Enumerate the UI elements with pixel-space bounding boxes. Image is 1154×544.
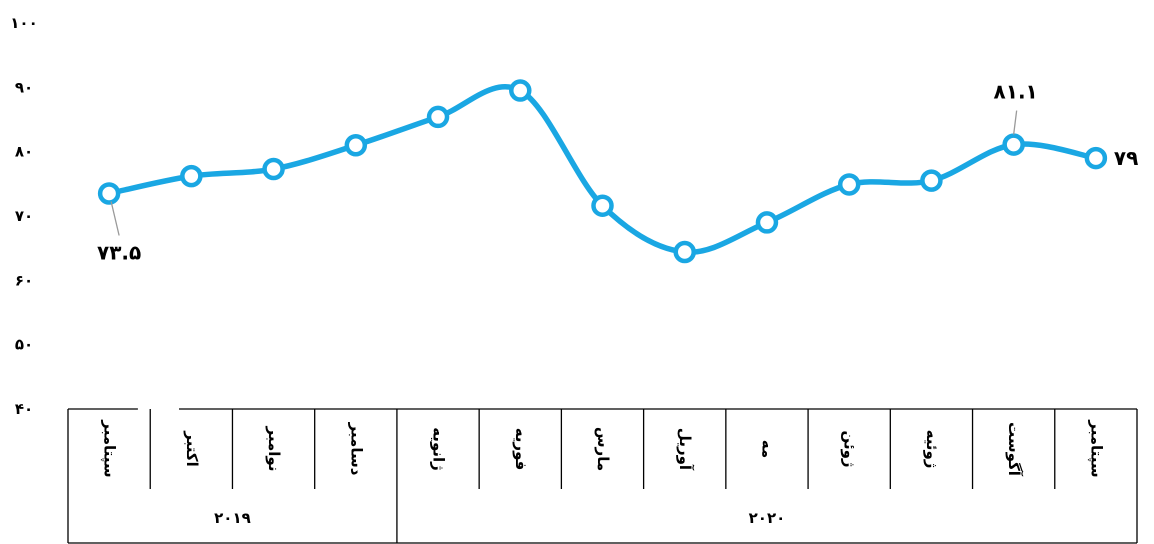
data-point — [673, 240, 696, 264]
data-point — [97, 182, 121, 205]
y-tick-label: ۶۰ — [15, 271, 33, 289]
data-point — [1002, 133, 1025, 156]
data-labels: ۷۳.۵ ۸۱.۱ ۷۹ — [97, 80, 1138, 265]
month-label: نوامبر — [265, 426, 283, 472]
data-label: ۷۹ — [1114, 146, 1138, 170]
year-label: ۲۰۲۰ — [749, 509, 786, 527]
y-tick-label: ۹۰ — [15, 78, 33, 96]
series-line — [106, 83, 1099, 255]
month-label: آگوست — [1005, 422, 1023, 477]
month-label: مارس — [594, 427, 612, 471]
month-label: اکتبر — [183, 430, 201, 466]
data-point — [180, 164, 203, 188]
x-axis-category-table — [67, 408, 1138, 544]
month-label: آوریل — [676, 428, 694, 471]
data-point — [509, 79, 532, 102]
month-label: ژانویه — [430, 427, 448, 471]
month-label: ژوئن — [841, 430, 859, 467]
x-axis-year-labels: ۲۰۱۹ ۲۰۲۰ — [214, 509, 785, 527]
data-point — [344, 133, 368, 157]
data-point — [837, 173, 861, 196]
data-label-leader — [110, 201, 120, 236]
data-point — [262, 157, 285, 181]
x-axis-month-labels: سپتامبر اکتبر نوامبر دسامبر ژانویه فوریه مارس آ… — [100, 419, 1106, 477]
data-point — [426, 105, 450, 129]
data-label-leader — [1013, 110, 1018, 135]
month-label: مه — [758, 440, 776, 458]
data-label: ۸۱.۱ — [994, 80, 1038, 104]
year-label: ۲۰۱۹ — [214, 509, 251, 527]
month-label: سپتامبر — [1086, 419, 1105, 477]
month-label: دسامبر — [347, 422, 365, 476]
month-label: سپتامبر — [100, 419, 119, 477]
month-label: ژوئیه — [923, 430, 941, 469]
data-point — [755, 211, 779, 234]
data-point — [920, 169, 943, 192]
y-tick-label: ۱۰۰ — [10, 14, 37, 32]
series-group — [97, 79, 1108, 264]
data-point — [591, 194, 614, 217]
data-point — [1084, 146, 1108, 170]
month-label: فوریه — [512, 428, 530, 471]
data-label: ۷۳.۵ — [97, 240, 141, 264]
y-tick-label: ۸۰ — [15, 143, 33, 161]
y-axis: ۴۰ ۵۰ ۶۰ ۷۰ ۸۰ ۹۰ ۱۰۰ — [10, 14, 37, 418]
y-tick-label: ۷۰ — [15, 207, 33, 225]
y-tick-label: ۴۰ — [15, 400, 33, 418]
y-tick-label: ۵۰ — [15, 336, 33, 354]
